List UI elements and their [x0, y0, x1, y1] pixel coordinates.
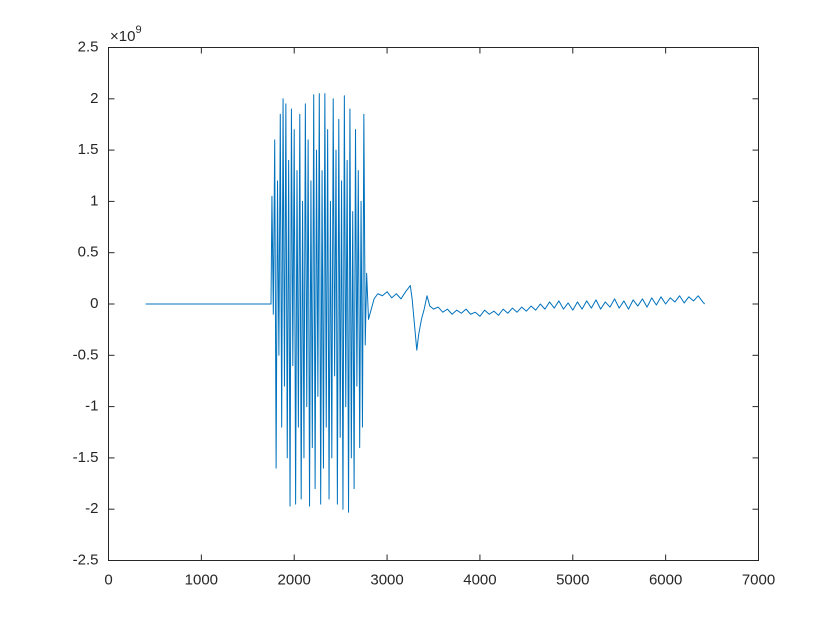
x-tick-label: 4000 — [463, 571, 496, 588]
y-tick-label: -1 — [85, 398, 98, 415]
y-tick-label: 1 — [90, 192, 98, 209]
x-tick-label: 0 — [104, 571, 112, 588]
x-tick-label: 7000 — [742, 571, 775, 588]
y-tick-label: -1.5 — [73, 449, 99, 466]
x-tick-label: 1000 — [185, 571, 218, 588]
y-tick-label: -0.5 — [73, 346, 99, 363]
x-tick-label: 5000 — [556, 571, 589, 588]
y-tick-label: 2.5 — [78, 38, 99, 55]
y-tick-label: 1.5 — [78, 141, 99, 158]
exponent-power: 9 — [135, 24, 141, 36]
exponent-base: ×10 — [110, 28, 135, 45]
y-tick-label: -2 — [85, 500, 98, 517]
y-tick-label: 2 — [90, 90, 98, 107]
x-tick-label: 2000 — [278, 571, 311, 588]
y-tick-label: 0.5 — [78, 244, 99, 261]
y-tick-label: 0 — [90, 295, 98, 312]
x-tick-label: 3000 — [370, 571, 403, 588]
x-tick-label: 6000 — [649, 571, 682, 588]
y-tick-label: -2.5 — [73, 551, 99, 568]
data-line — [145, 93, 706, 513]
y-exponent: ×109 — [110, 24, 142, 45]
